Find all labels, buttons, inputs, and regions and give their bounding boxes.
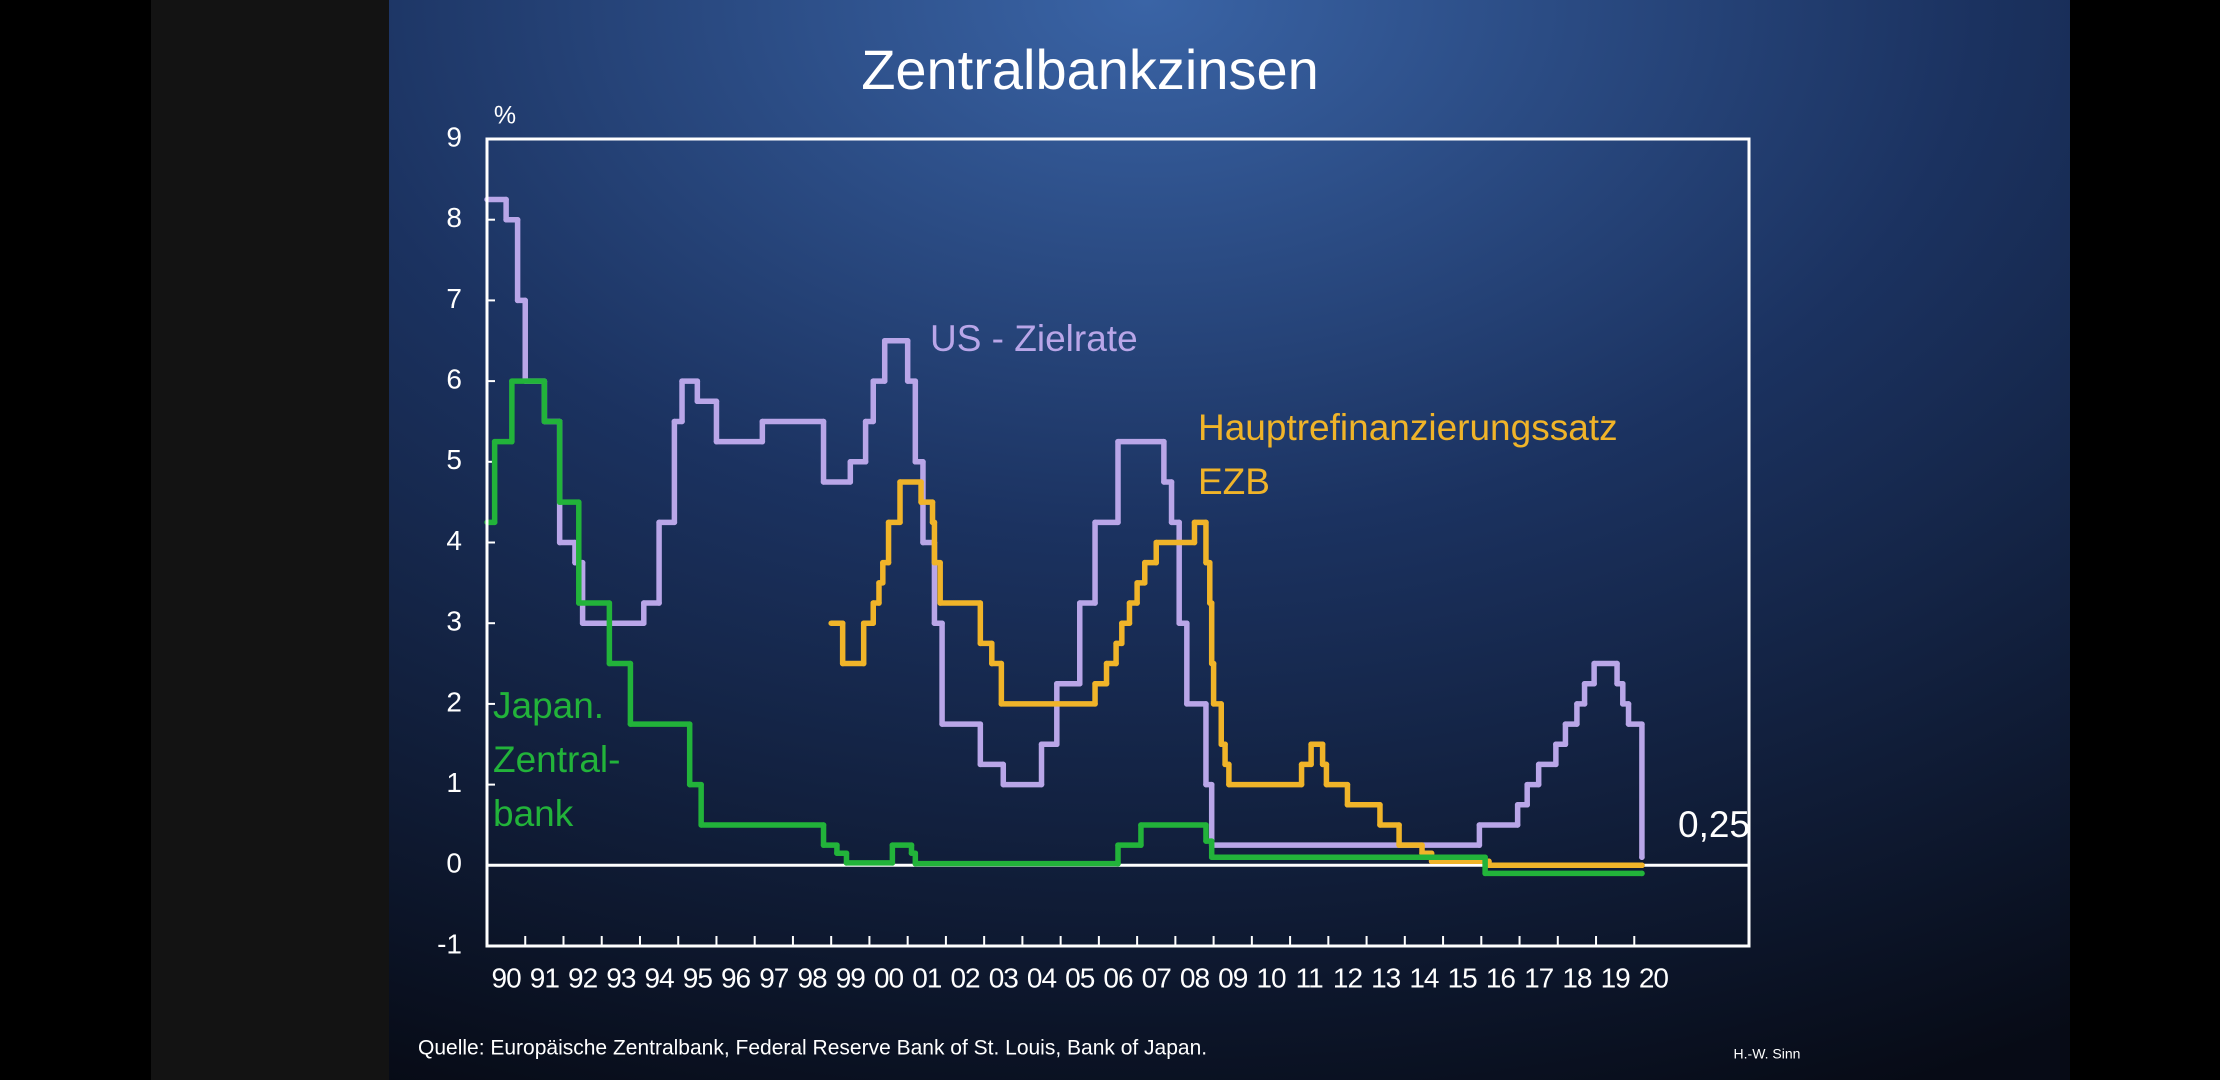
x-tick-label: 90	[492, 962, 522, 993]
y-tick-label: 5	[446, 444, 462, 475]
y-unit: %	[494, 102, 516, 130]
series-label: EZB	[1198, 461, 1270, 502]
author: H.-W. Sinn	[1734, 1046, 1801, 1062]
x-tick-label: 05	[1065, 962, 1095, 993]
x-tick-label: 99	[836, 962, 866, 993]
x-tick-label: 02	[950, 962, 980, 993]
x-tick-label: 17	[1524, 962, 1554, 993]
source: Quelle: Europäische Zentralbank, Federal…	[418, 1037, 1207, 1060]
y-tick-label: 6	[446, 363, 462, 394]
x-tick-label: 97	[759, 962, 789, 993]
x-tick-label: 11	[1296, 962, 1323, 993]
y-tick-label: 1	[446, 767, 462, 798]
x-tick-label: 16	[1486, 962, 1516, 993]
y-tick-label: -1	[437, 928, 462, 959]
y-tick-label: 7	[446, 283, 462, 314]
x-tick-label: 93	[606, 962, 636, 993]
y-tick-label: 3	[446, 606, 462, 637]
y-tick-label: 0	[446, 848, 462, 879]
y-tick-label: 2	[446, 686, 462, 717]
series	[828, 479, 1645, 869]
series-label: Hauptrefinanzierungssatz	[1198, 407, 1618, 448]
x-tick-label: 18	[1562, 962, 1592, 993]
y-tick-label: 4	[446, 525, 462, 556]
series-label: Zentral-	[493, 739, 620, 780]
side-panel	[151, 0, 389, 1080]
x-tick-label: 13	[1371, 962, 1401, 993]
x-tick-label: 15	[1448, 962, 1478, 993]
x-tick-label: 09	[1218, 962, 1248, 993]
x-tick-label: 96	[721, 962, 751, 993]
x-tick-label: 12	[1333, 962, 1363, 993]
x-tick-label: 10	[1256, 962, 1286, 993]
plot-frame	[485, 137, 1751, 948]
x-tick-label: 95	[683, 962, 713, 993]
series-label: Japan.	[493, 685, 604, 726]
series	[484, 196, 1645, 860]
x-tick-label: 94	[645, 962, 675, 993]
series	[484, 378, 1645, 877]
x-tick-label: 19	[1601, 962, 1631, 993]
x-tick-label: 07	[1142, 962, 1172, 993]
y-tick-label: 9	[446, 121, 462, 152]
x-tick-label: 92	[568, 962, 598, 993]
series-label: bank	[493, 793, 574, 834]
x-tick-label: 98	[797, 962, 827, 993]
x-tick-label: 01	[912, 962, 942, 993]
chart-title: Zentralbankzinsen	[861, 38, 1319, 101]
x-tick-label: 14	[1409, 962, 1439, 993]
x-tick-label: 04	[1027, 962, 1057, 993]
x-tick-label: 20	[1639, 962, 1669, 993]
series-label: US - Zielrate	[930, 318, 1138, 359]
x-tick-label: 91	[530, 962, 560, 993]
slide	[389, 0, 2070, 1080]
x-tick-label: 00	[874, 962, 904, 993]
x-tick-label: 08	[1180, 962, 1210, 993]
x-tick-label: 03	[989, 962, 1019, 993]
annotation: 0,25	[1678, 804, 1750, 845]
y-tick-label: 8	[446, 202, 462, 233]
x-tick-label: 06	[1103, 962, 1133, 993]
